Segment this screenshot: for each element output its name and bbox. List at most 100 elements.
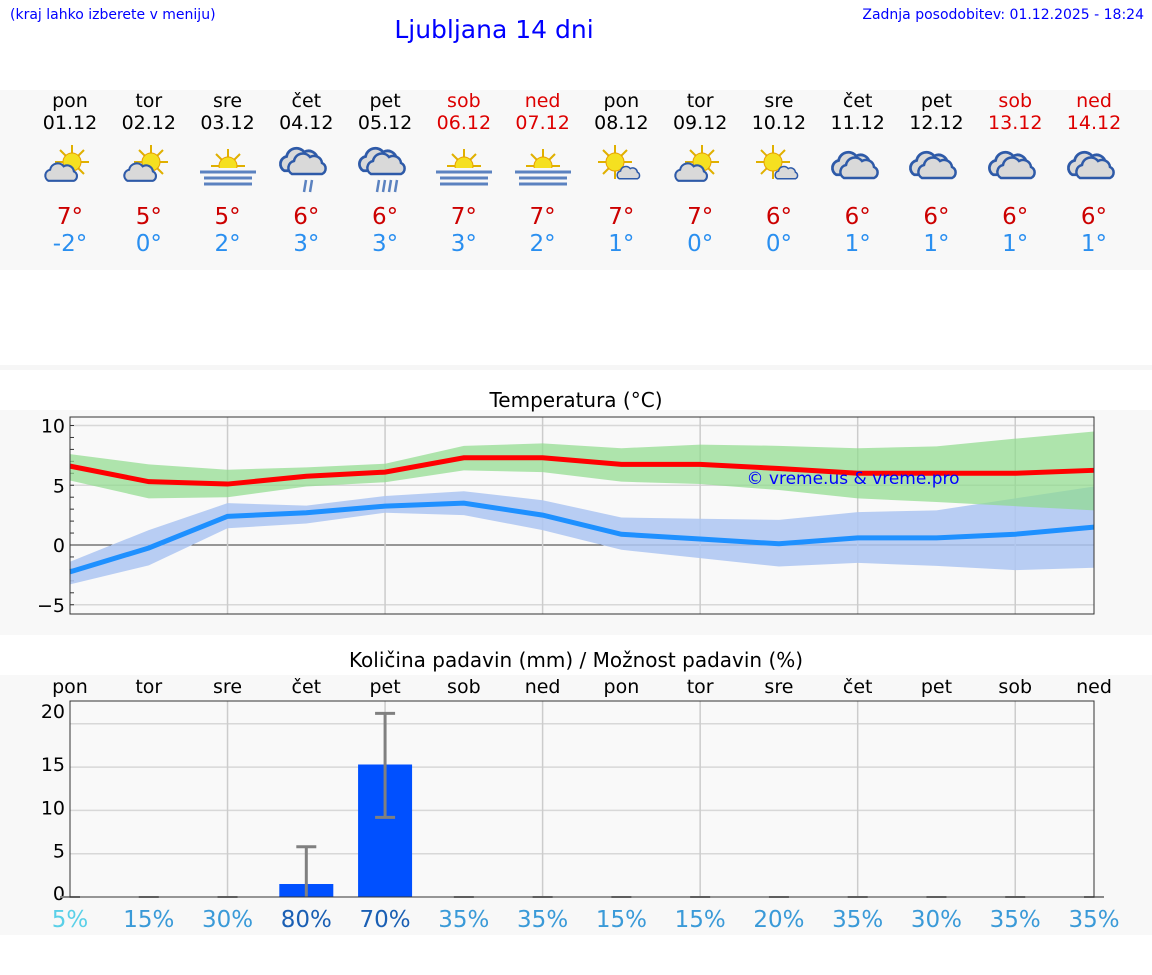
x-category-label: ned	[1076, 676, 1112, 698]
sun-small-cloud-icon	[598, 145, 641, 180]
day-of-week: sre	[213, 90, 243, 112]
day-forecast[interactable]: sre 03.12 5° 2°	[188, 90, 268, 258]
day-forecast[interactable]: ned 07.12 7° 2°	[503, 90, 583, 258]
x-category-label: tor	[687, 676, 714, 698]
x-category-label: sob	[447, 676, 481, 698]
y-tick-label: 0	[53, 535, 65, 557]
partly-cloudy-icon	[674, 145, 720, 182]
day-forecast[interactable]: sob 06.12 7° 3°	[424, 90, 504, 258]
sun-fog-icon	[514, 149, 571, 188]
precipitation-probability: 35%	[517, 907, 568, 933]
min-temperature: -2°	[52, 231, 88, 257]
x-category-label: čet	[843, 676, 873, 698]
min-temperature: 1°	[844, 231, 871, 257]
day-of-week: ned	[524, 90, 561, 112]
y-tick-label: 10	[41, 416, 65, 438]
x-category-label: pon	[604, 676, 640, 698]
min-temperature: 3°	[371, 231, 399, 257]
day-forecast[interactable]: pet 12.12 6° 1°	[896, 90, 976, 258]
page-title: Ljubljana 14 dni	[394, 15, 594, 44]
precipitation-probability: 35%	[832, 907, 883, 933]
date: 11.12	[830, 112, 885, 134]
max-temperature: 6°	[923, 204, 950, 230]
min-temperature: 1°	[1080, 231, 1108, 257]
date: 10.12	[751, 112, 807, 134]
max-temperature: 7°	[56, 204, 84, 230]
day-of-week: ned	[1076, 90, 1112, 112]
x-category-label: tor	[135, 676, 162, 698]
x-category-label: pon	[52, 676, 88, 698]
max-temperature: 7°	[450, 204, 477, 230]
min-temperature: 3°	[450, 231, 477, 257]
date: 07.12	[515, 112, 570, 134]
date: 08.12	[594, 112, 649, 134]
precipitation-probability: 80%	[281, 907, 332, 933]
precipitation-probability: 30%	[202, 907, 253, 933]
sun-fog-icon	[199, 149, 256, 188]
min-temperature: 0°	[135, 231, 162, 257]
cloudy-icon	[830, 150, 879, 180]
last-updated: Zadnja posodobitev: 01.12.2025 - 18:24	[862, 7, 1144, 23]
y-tick-label: 20	[41, 701, 65, 723]
date: 01.12	[42, 112, 98, 134]
day-of-week: sob	[998, 90, 1033, 112]
day-forecast[interactable]: pet 05.12 6° 3°	[345, 90, 425, 258]
x-category-label: sre	[213, 676, 242, 698]
partly-cloudy-icon	[123, 145, 168, 182]
day-of-week: tor	[686, 90, 714, 112]
x-category-label: čet	[292, 676, 322, 698]
x-category-label: ned	[525, 676, 561, 698]
date: 12.12	[909, 112, 964, 134]
day-of-week: pet	[920, 90, 953, 112]
day-of-week: pet	[369, 90, 401, 112]
cloudy-icon	[988, 150, 1036, 180]
day-forecast[interactable]: pon 08.12 7° 1°	[581, 90, 661, 258]
min-temperature: 0°	[687, 231, 714, 257]
max-temperature: 6°	[371, 204, 399, 230]
day-forecast[interactable]: tor 09.12 7° 0°	[660, 90, 740, 258]
day-of-week: čet	[842, 90, 873, 112]
min-temperature: 1°	[923, 231, 950, 257]
y-tick-label: 5	[53, 841, 65, 863]
x-category-label: sob	[998, 676, 1032, 698]
precipitation-probability: 35%	[438, 907, 489, 933]
day-forecast[interactable]: pon 01.12 7° -2°	[30, 90, 110, 258]
day-of-week: pon	[52, 90, 88, 112]
day-forecast[interactable]: sre 10.12 6° 0°	[739, 90, 819, 258]
precipitation-probability: 35%	[1068, 907, 1119, 933]
max-temperature: 7°	[529, 204, 556, 230]
day-of-week: pon	[603, 90, 640, 112]
temperature-chart-title: Temperatura (°C)	[489, 388, 663, 412]
date: 03.12	[200, 112, 255, 134]
day-forecast[interactable]: čet 04.12 6° 3°	[266, 90, 346, 258]
max-temperature: 6°	[1002, 204, 1029, 230]
x-category-label: sre	[764, 676, 793, 698]
day-forecast[interactable]: sob 13.12 6° 1°	[975, 90, 1055, 258]
min-temperature-line	[69, 500, 1095, 575]
y-tick-label: 15	[41, 754, 65, 776]
date: 02.12	[121, 112, 176, 134]
precipitation-probability: 15%	[675, 907, 726, 933]
max-temperature: 7°	[608, 204, 635, 230]
location-menu-hint: (kraj lahko izberete v meniju)	[10, 7, 216, 23]
day-forecast[interactable]: čet 11.12 6° 1°	[818, 90, 898, 258]
cloudy-icon	[909, 150, 958, 180]
date: 06.12	[436, 112, 492, 134]
date: 05.12	[357, 112, 413, 134]
sun-fog-icon	[435, 149, 492, 188]
plot-frame	[69, 416, 1095, 615]
date: 09.12	[672, 112, 728, 134]
watermark: © vreme.us & vreme.pro	[746, 469, 959, 489]
day-of-week: sre	[764, 90, 794, 112]
precipitation-probability: 70%	[360, 907, 411, 933]
date: 13.12	[988, 112, 1043, 134]
max-temperature: 6°	[844, 204, 871, 230]
max-temperature-line	[69, 455, 1095, 487]
day-forecast[interactable]: ned 14.12 6° 1°	[1054, 90, 1134, 258]
min-temperature: 1°	[1002, 231, 1029, 257]
min-temperature: 3°	[293, 231, 320, 257]
day-forecast[interactable]: tor 02.12 5° 0°	[109, 90, 189, 258]
day-of-week: čet	[291, 90, 322, 112]
day-of-week: sob	[447, 90, 481, 112]
min-temperature: 1°	[608, 231, 635, 257]
